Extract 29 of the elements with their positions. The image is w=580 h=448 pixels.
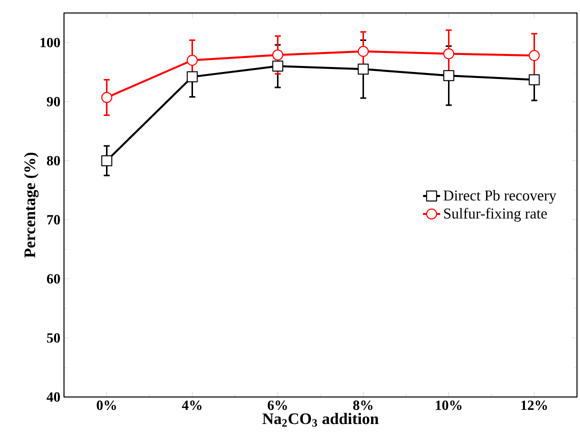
x-tick-label: 0% <box>96 400 116 410</box>
point <box>358 64 369 75</box>
point <box>101 92 112 103</box>
point <box>272 49 284 60</box>
y-axis-title: Percentage (%) <box>24 152 39 258</box>
legend-label: Sulfur-fixing rate <box>444 208 547 222</box>
point <box>186 71 198 82</box>
x-tick-label: 6% <box>268 400 287 410</box>
y-tick-label: 80 <box>46 156 60 166</box>
x-tick-label: 10% <box>436 400 462 410</box>
y-tick-label: 50 <box>47 333 60 343</box>
y-tick-label: 70 <box>47 215 60 224</box>
point <box>272 60 284 72</box>
point <box>443 70 454 82</box>
x-axis-title: Na$_{2}$CO$_{3}$ addition <box>262 412 379 427</box>
x-tick-label: 12% <box>521 400 547 410</box>
point <box>186 54 198 66</box>
point <box>528 50 540 62</box>
point <box>443 48 454 60</box>
y-tick-label: 100 <box>40 38 60 48</box>
y-tick-label: 90 <box>46 96 60 106</box>
point <box>528 74 540 86</box>
x-tick-label: 4% <box>182 400 202 410</box>
point <box>101 155 112 166</box>
legend-label: Direct Pb recovery <box>444 190 556 204</box>
point <box>358 46 369 57</box>
x-tick-label: 8% <box>353 400 372 410</box>
y-tick-label: 40 <box>46 392 60 402</box>
y-tick-label: 60 <box>46 274 60 284</box>
